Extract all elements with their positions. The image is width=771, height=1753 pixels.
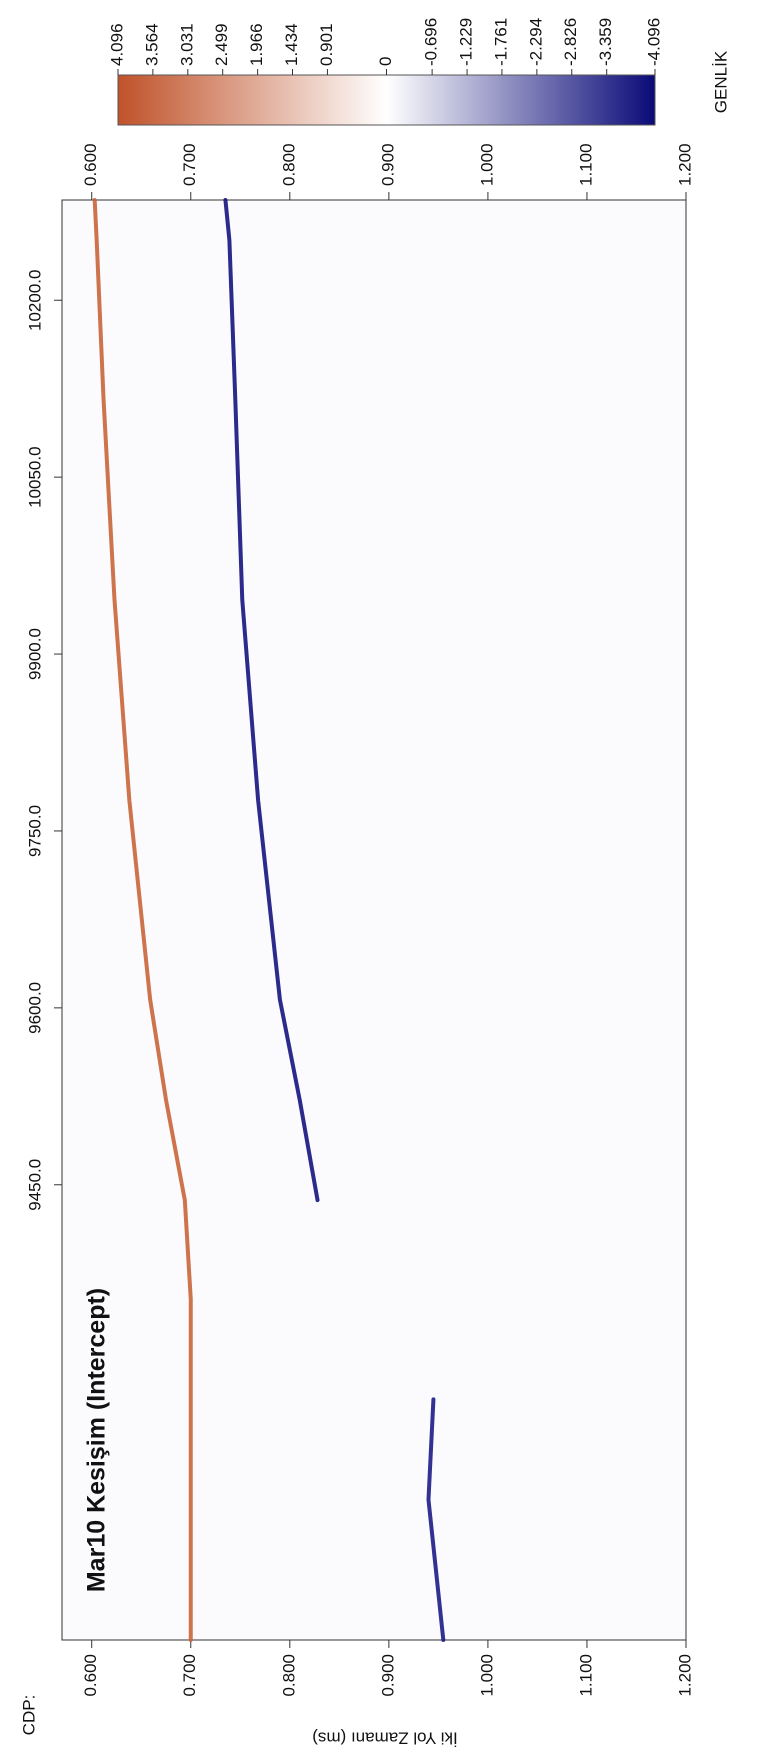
time-tick-label: 1.200: [675, 143, 694, 186]
colorbar-tick-label: -3.359: [596, 18, 615, 66]
reflector: [92, 198, 193, 1642]
cdp-tick-label: 9750.0: [25, 805, 44, 857]
colorbar-tick-label: -1.761: [491, 18, 510, 66]
time-tick-label: 0.600: [81, 143, 100, 186]
time-tick-label: 1.100: [576, 1654, 595, 1697]
reflector: [426, 1397, 446, 1642]
reflector: [223, 198, 320, 1203]
colorbar-tick-label: -2.294: [526, 18, 545, 66]
time-tick-label: 0.600: [81, 1654, 100, 1697]
time-tick-label: 0.700: [180, 143, 199, 186]
colorbar-tick-label: -1.229: [457, 18, 476, 66]
chart-title: Mar10 Kesişim (Intercept): [83, 1288, 111, 1592]
plot-area: [61, 199, 687, 1641]
cdp-tick-label: 10200.0: [25, 270, 44, 331]
colorbar-tick-label: 0.901: [317, 23, 336, 66]
time-tick-label: 0.800: [279, 143, 298, 186]
colorbar-tick-label: 2.499: [212, 23, 231, 66]
cdp-tick-label: 9600.0: [25, 982, 44, 1034]
colorbar-tick-label: 3.564: [142, 23, 161, 66]
time-tick-label: 0.900: [378, 1654, 397, 1697]
colorbar-tick-label: 3.031: [177, 23, 196, 66]
colorbar: [117, 74, 656, 126]
cdp-tick-label: 9900.0: [25, 628, 44, 680]
cdp-tick-label: 10050.0: [25, 446, 44, 507]
time-tick-label: 1.000: [477, 1654, 496, 1697]
time-tick-label: 1.100: [576, 143, 595, 186]
colorbar-tick-label: -2.826: [561, 18, 580, 66]
time-tick-label: 0.800: [279, 1654, 298, 1697]
colorbar-tick-label: -4.096: [644, 18, 663, 66]
colorbar-tick-label: 1.966: [247, 23, 266, 66]
time-tick-label: 1.200: [675, 1654, 694, 1697]
colorbar-label: GENLİK: [711, 50, 730, 113]
time-tick-label: 0.700: [180, 1654, 199, 1697]
time-tick-label: 0.900: [378, 143, 397, 186]
colorbar-tick-label: 0: [376, 57, 395, 66]
colorbar-tick-label: 4.096: [107, 23, 126, 66]
colorbar-tick-label: -0.696: [422, 18, 441, 66]
time-tick-label: 1.000: [477, 143, 496, 186]
y-axis-label: İki Yol Zamanı (ms): [312, 1729, 458, 1748]
cdp-tick-label: 9450.0: [25, 1159, 44, 1211]
x-axis-label: CDP:: [19, 1695, 38, 1736]
colorbar-tick-label: 1.434: [282, 23, 301, 66]
